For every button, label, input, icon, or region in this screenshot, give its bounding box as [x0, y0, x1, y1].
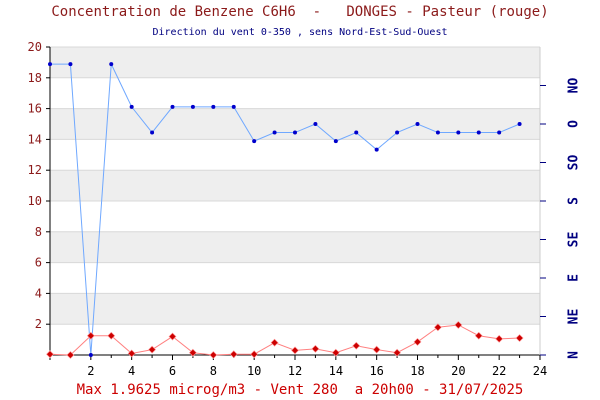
benzene-point	[372, 345, 381, 354]
x-tick-label: 12	[288, 364, 302, 378]
x-tick-label: 16	[369, 364, 383, 378]
benzene-point	[331, 348, 340, 357]
left-axis-ticks: 2 4 6 8 10 12 14 16 18 20	[28, 40, 50, 331]
y-tick-label: 16	[28, 102, 42, 116]
wind-point	[415, 122, 420, 126]
benzene-point	[250, 350, 259, 359]
x-tick-label: 24	[533, 364, 547, 378]
x-tick-label: 8	[210, 364, 217, 378]
wind-point	[293, 130, 297, 135]
band	[50, 293, 540, 325]
x-tick-label: 4	[128, 364, 135, 378]
benzene-point	[515, 334, 524, 342]
band	[50, 47, 540, 78]
y2-tick-label: N	[567, 351, 582, 359]
benzene-point	[393, 348, 402, 357]
benzene-point	[66, 351, 75, 359]
y-tick-label: 18	[28, 71, 42, 85]
y2-tick-label: SE	[567, 232, 582, 248]
benzene-point	[209, 351, 218, 359]
y-tick-label: 8	[35, 225, 42, 239]
benzene-point	[127, 349, 136, 358]
wind-point	[48, 62, 52, 67]
y-tick-label: 6	[35, 256, 42, 270]
wind-point	[272, 130, 277, 135]
benzene-point	[46, 350, 54, 359]
y2-tick-label: SO	[567, 155, 582, 171]
benzene-point	[291, 346, 299, 355]
wind-point	[354, 130, 359, 135]
wind-point	[109, 62, 114, 67]
wind-point	[476, 130, 481, 135]
benzene-point	[270, 338, 279, 347]
y-tick-label: 4	[35, 286, 42, 300]
benzene-point	[454, 321, 463, 329]
y-tick-label: 2	[35, 317, 42, 331]
wind-point	[88, 353, 93, 357]
wind-point	[150, 130, 155, 135]
benzene-point	[107, 331, 116, 340]
benzene-point	[495, 334, 504, 343]
x-tick-label: 22	[492, 364, 506, 378]
y-tick-label: 10	[28, 194, 42, 208]
wind-point	[231, 104, 236, 109]
y2-tick-label: E	[567, 274, 582, 282]
benzene-point	[229, 350, 238, 359]
wind-point	[190, 104, 195, 109]
x-tick-label: 20	[451, 364, 465, 378]
y-tick-label: 14	[28, 132, 42, 146]
x-tick-label: 2	[87, 364, 94, 378]
x-tick-label: 6	[169, 364, 176, 378]
right-axis-ticks: N NE E SE S SO O NO	[540, 78, 582, 359]
benzene-point	[413, 337, 422, 346]
wind-point	[313, 122, 318, 126]
wind-point	[374, 147, 379, 152]
wind-direction-series	[48, 62, 522, 357]
wind-point	[333, 139, 338, 144]
wind-point	[170, 104, 175, 109]
benzene-point	[352, 341, 361, 350]
benzene-line	[49, 324, 520, 356]
wind-point	[252, 139, 257, 144]
x-tick-label: 18	[410, 364, 424, 378]
y2-tick-label: S	[567, 197, 582, 205]
y2-tick-label: NE	[567, 309, 582, 325]
chart-title: Concentration de Benzene C6H6 - DONGES -…	[51, 4, 549, 20]
wind-point	[456, 130, 461, 135]
wind-point	[497, 130, 502, 135]
background-bands	[50, 47, 540, 325]
y2-tick-label: NO	[567, 78, 582, 94]
benzene-point	[474, 331, 483, 340]
wind-point	[211, 104, 216, 109]
chart-footer: Max 1.9625 microg/m3 - Vent 280 a 20h00 …	[76, 382, 524, 398]
benzene-point	[168, 332, 177, 341]
chart-subtitle: Direction du vent 0-350 , sens Nord-Est-…	[152, 27, 448, 38]
wind-point	[68, 62, 73, 67]
wind-line	[50, 62, 520, 356]
band	[50, 231, 540, 263]
x-axis-ticks: 2 4 6 8 10 12 14 16 18 20 22 24	[49, 355, 547, 378]
benzene-point	[188, 348, 197, 357]
band	[50, 170, 540, 201]
benzene-point	[86, 331, 95, 340]
benzene-point	[148, 345, 157, 354]
wind-point	[435, 130, 440, 135]
wind-point	[517, 122, 522, 126]
y-tick-label: 20	[28, 40, 42, 54]
benzene-point	[311, 344, 320, 353]
x-tick-label: 10	[247, 364, 261, 378]
band	[50, 108, 540, 140]
benzene-series	[46, 321, 524, 359]
x-tick-label: 14	[329, 364, 343, 378]
wind-point	[129, 104, 134, 109]
wind-point	[395, 130, 400, 135]
y2-tick-label: O	[567, 120, 582, 128]
benzene-point	[433, 323, 442, 332]
y-tick-label: 12	[28, 163, 42, 177]
